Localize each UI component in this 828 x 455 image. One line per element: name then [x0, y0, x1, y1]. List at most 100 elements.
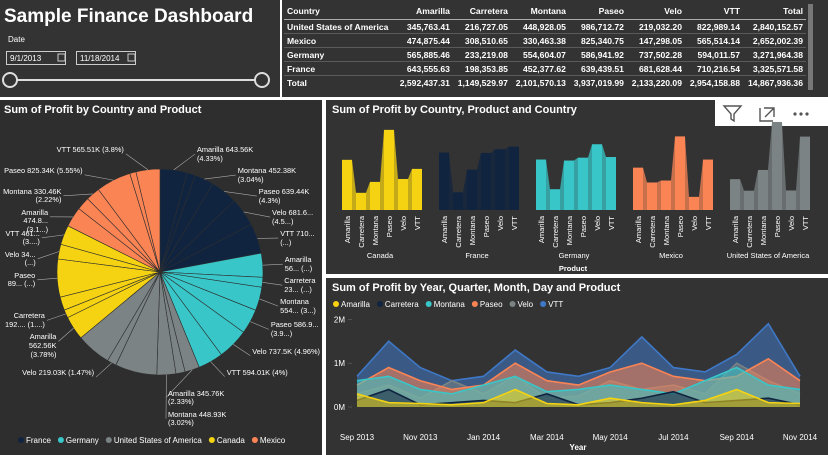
table-cell: Total — [284, 75, 395, 89]
pie-data-label: VTT 594.01K (4%) — [226, 367, 288, 377]
x-axis-title: Year — [570, 443, 587, 452]
more-options-icon[interactable] — [793, 112, 809, 116]
ribbon-band — [671, 136, 675, 210]
legend-label: Mexico — [260, 436, 286, 445]
ribbon-bar — [758, 169, 768, 210]
focus-icon-arrow — [764, 107, 775, 118]
area-line — [356, 388, 801, 406]
column-header: Total — [743, 2, 806, 20]
y-tick-label: 0M — [334, 403, 345, 412]
ribbon-band — [643, 167, 647, 210]
x-tick-label: VTT — [704, 216, 713, 231]
x-tick-label: Paseo — [773, 216, 782, 237]
ribbon-band — [685, 136, 689, 210]
dot — [793, 112, 797, 116]
table-cell: 147,298.05 — [626, 33, 685, 48]
pie-data-label: Amarilla 345.76K (2.33%) — [168, 388, 225, 407]
ribbon-bar — [730, 179, 740, 210]
table-cell: 825,340.75 — [568, 33, 627, 48]
pie-data-label: Paseo 586.9... (3.9...) — [270, 320, 319, 338]
pie-data-label: Amarilla 643.56K (4.33%) — [196, 145, 254, 163]
legend-marker — [333, 301, 339, 307]
legend-label: VTT — [548, 300, 563, 309]
ribbon-bar — [481, 152, 491, 210]
chart-title: Sum of Profit by Country, Product and Co… — [332, 104, 578, 116]
x-axis-title: Product — [559, 264, 588, 273]
table-cell: 2,954,158.88 — [684, 75, 743, 89]
ribbon-band — [754, 169, 758, 210]
table-cell: 2,840,152.57 — [743, 19, 806, 34]
legend-marker — [105, 437, 112, 443]
ribbon-band — [768, 122, 772, 210]
table-cell: 448,928.05 — [510, 19, 569, 34]
leader-line — [95, 362, 112, 378]
slider-start-handle[interactable] — [2, 72, 18, 88]
pie-data-label: Amarilla 562.56K (3.78%) — [28, 332, 57, 359]
table-cell: 594,011.57 — [684, 47, 743, 62]
leader-line — [125, 153, 149, 170]
table-row: Germany 565,885.46 233,219.08 554,604.07 586… — [284, 47, 806, 62]
ribbon-band — [380, 129, 384, 210]
ribbon-bar — [647, 182, 657, 210]
x-tick-label: Montana — [662, 215, 671, 245]
x-tick-label: Carretera — [648, 215, 657, 248]
focus-icon[interactable] — [759, 107, 775, 122]
ribbon-bar — [412, 168, 422, 210]
column-header: Velo — [626, 2, 685, 20]
ribbon-band — [477, 152, 481, 210]
pie-data-label: Carretera 192.... (1....) — [5, 311, 45, 329]
table-cell: 452,377.62 — [510, 61, 569, 76]
legend-label: Paseo — [480, 300, 503, 309]
ribbon-bar — [772, 122, 782, 210]
column-header: VTT — [684, 2, 743, 20]
table-cell: Mexico — [284, 33, 395, 48]
end-date-input[interactable]: 11/18/2014 — [76, 51, 136, 65]
table-cell: 308,510.65 — [452, 33, 511, 48]
x-tick-label: Sep 2013 — [340, 433, 375, 442]
leader-line — [37, 277, 58, 281]
leader-line — [41, 234, 64, 239]
table-cell: 2,592,437.31 — [394, 75, 453, 89]
legend-marker — [57, 437, 64, 443]
start-date-input[interactable]: 9/1/2013 — [6, 51, 66, 65]
leader-line — [210, 361, 225, 377]
legend-marker — [18, 437, 24, 443]
leader-line — [37, 251, 60, 260]
legend-label: Carretera — [385, 300, 419, 309]
table-cell: 565,885.46 — [394, 47, 453, 62]
ribbon-bar — [675, 136, 685, 210]
table-cell: 2,101,570.13 — [510, 75, 569, 89]
ribbon-bar — [550, 189, 560, 210]
table-scrollbar[interactable] — [808, 4, 813, 90]
pie-data-label: Velo 219.03K (1.47%) — [22, 368, 95, 378]
pie-data-label: Amarilla 474.8... (3.1...) — [21, 207, 49, 234]
table-cell: 219,032.20 — [626, 19, 685, 34]
table-cell: Germany — [284, 47, 395, 62]
x-tick-label: Mar 2014 — [530, 433, 564, 442]
ribbon-band — [408, 168, 412, 210]
x-tick-label: Jul 2014 — [658, 433, 689, 442]
pie-data-label: Montana 448.93K (3.02%) — [168, 409, 227, 428]
slider-end-handle[interactable] — [254, 72, 270, 88]
leader-line — [262, 263, 283, 266]
x-tick-label: Amarilla — [634, 215, 643, 243]
filter-icon[interactable] — [722, 105, 743, 123]
legend-marker — [540, 301, 547, 307]
table-cell: 737,502.28 — [626, 47, 685, 62]
table-cell: 822,989.14 — [684, 19, 743, 34]
ribbon-band — [546, 159, 550, 210]
ribbon-bar — [509, 146, 519, 210]
column-header: Montana — [510, 2, 569, 20]
ribbon-band — [796, 136, 800, 210]
x-tick-label: Carretera — [551, 215, 560, 248]
table-cell: 14,867,936.36 — [743, 75, 806, 89]
ribbon-bar — [342, 159, 352, 210]
y-tick-label: 2M — [334, 315, 345, 324]
x-tick-label: Velo — [399, 216, 408, 231]
x-tick-label: Montana — [371, 215, 380, 245]
ribbon-bar — [578, 157, 588, 210]
table-cell: 2,133,220.09 — [626, 75, 685, 89]
visual-header — [715, 100, 828, 126]
group-label: Canada — [367, 251, 394, 260]
